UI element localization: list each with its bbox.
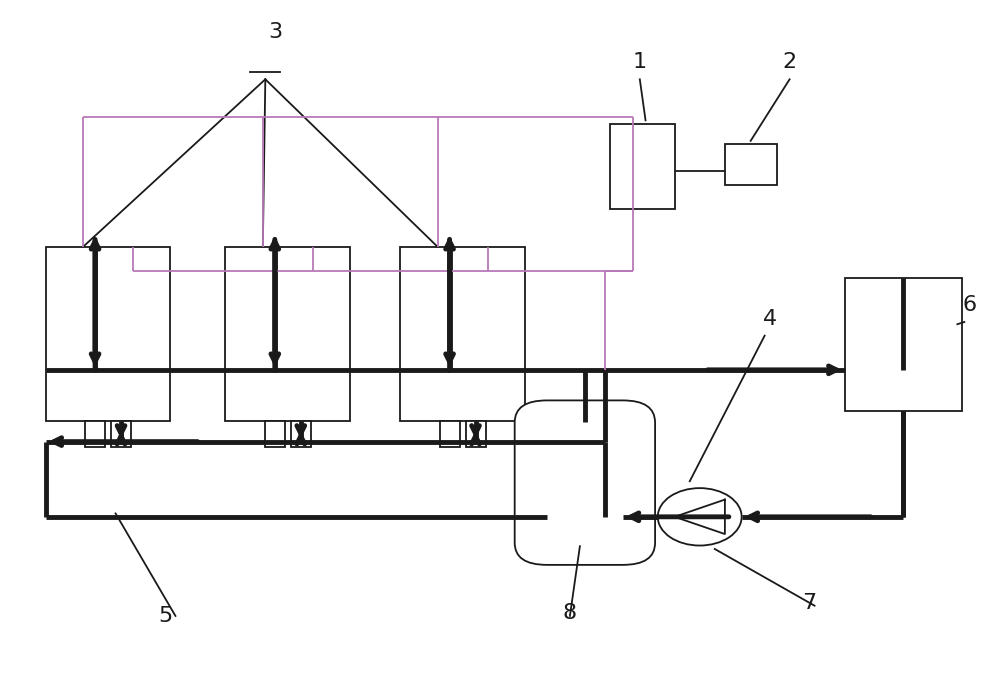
FancyBboxPatch shape — [265, 421, 285, 447]
FancyBboxPatch shape — [610, 124, 675, 209]
FancyBboxPatch shape — [85, 421, 105, 447]
Text: 4: 4 — [763, 309, 777, 329]
FancyBboxPatch shape — [111, 421, 131, 447]
FancyBboxPatch shape — [725, 145, 777, 185]
Text: 7: 7 — [803, 593, 817, 612]
FancyBboxPatch shape — [46, 247, 170, 421]
Circle shape — [658, 488, 742, 545]
FancyBboxPatch shape — [291, 421, 311, 447]
Text: 5: 5 — [158, 606, 173, 626]
Text: 1: 1 — [633, 53, 647, 73]
Text: 8: 8 — [563, 603, 577, 623]
Text: 2: 2 — [783, 53, 797, 73]
FancyBboxPatch shape — [440, 421, 460, 447]
FancyBboxPatch shape — [400, 247, 525, 421]
Text: 6: 6 — [962, 295, 976, 315]
FancyBboxPatch shape — [225, 247, 350, 421]
FancyBboxPatch shape — [466, 421, 486, 447]
FancyBboxPatch shape — [515, 401, 655, 565]
Text: 3: 3 — [268, 22, 282, 42]
FancyBboxPatch shape — [845, 277, 962, 411]
